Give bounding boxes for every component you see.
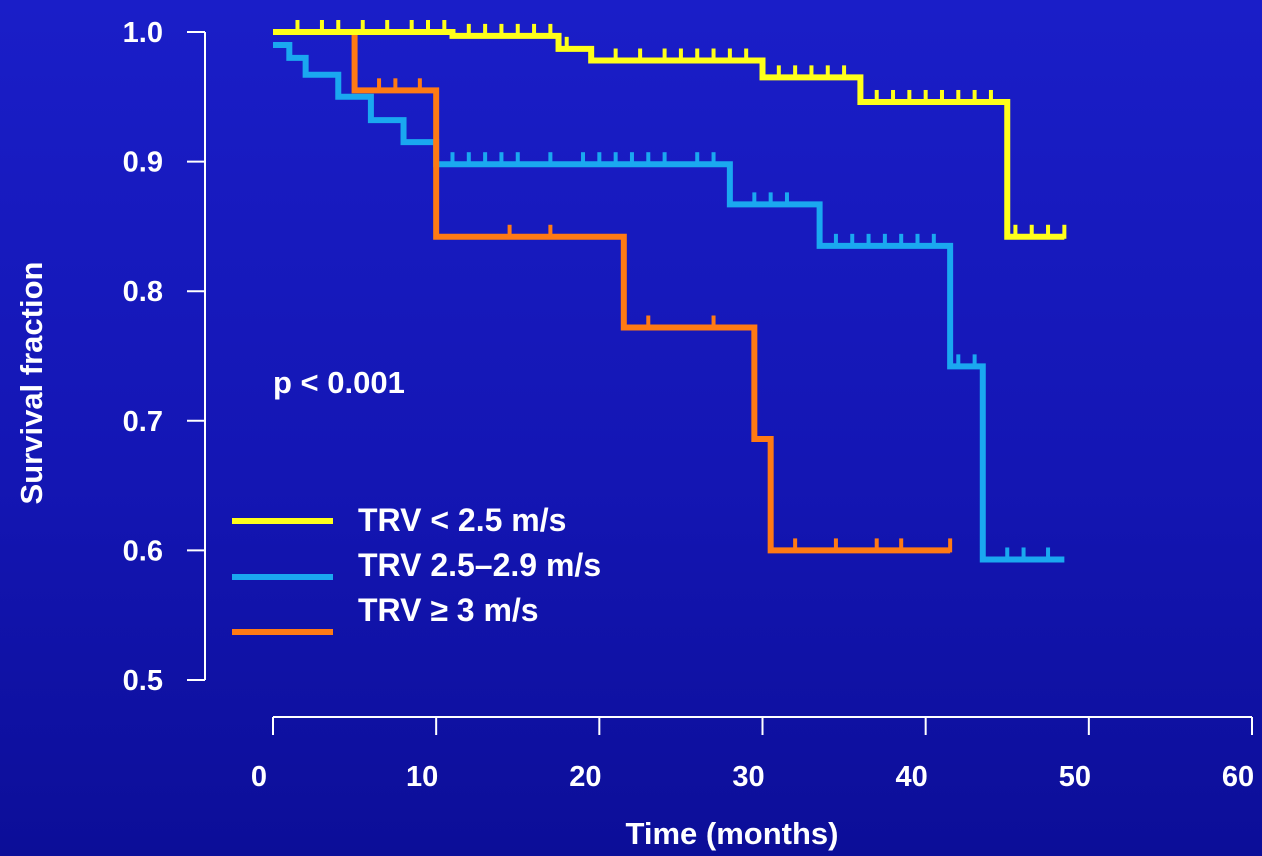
legend-item: TRV < 2.5 m/s <box>232 502 566 538</box>
x-tick-label: 0 <box>251 761 267 793</box>
survival-curve <box>273 29 951 554</box>
legend-item: TRV 2.5–2.9 m/s <box>232 547 601 583</box>
x-tick-label: 60 <box>1222 761 1254 793</box>
legend-label: TRV 2.5–2.9 m/s <box>358 547 601 583</box>
x-tick-label: 30 <box>732 761 764 793</box>
y-tick-label: 0.6 <box>123 535 163 567</box>
x-tick-label: 40 <box>896 761 928 793</box>
y-tick-label: 0.7 <box>123 406 163 438</box>
legend-label: TRV < 2.5 m/s <box>358 502 566 538</box>
series-trv-3-or-more <box>273 29 953 554</box>
y-axis: 0.5 0.6 0.7 0.8 0.9 1.0 <box>123 17 206 697</box>
x-tick-label: 10 <box>406 761 438 793</box>
x-ticks: 0 10 20 30 40 50 60 <box>251 717 1254 793</box>
y-axis-title: Survival fraction <box>14 262 49 505</box>
y-ticks: 0.5 0.6 0.7 0.8 0.9 1.0 <box>123 17 205 697</box>
legend-label: TRV ≥ 3 m/s <box>358 592 539 628</box>
x-tick-label: 20 <box>569 761 601 793</box>
legend: TRV < 2.5 m/s TRV 2.5–2.9 m/s TRV ≥ 3 m/s <box>232 502 601 635</box>
y-tick-label: 1.0 <box>123 17 163 49</box>
survival-curves <box>273 20 1067 563</box>
y-tick-label: 0.5 <box>123 665 163 697</box>
series-trv-under-2-5 <box>273 20 1067 240</box>
x-axis-title: Time (months) <box>626 816 839 851</box>
y-tick-label: 0.8 <box>123 276 163 308</box>
series-trv-2-5-to-2-9 <box>273 41 1065 563</box>
x-axis: 0 10 20 30 40 50 60 <box>251 716 1254 793</box>
x-tick-label: 50 <box>1059 761 1091 793</box>
y-tick-label: 0.9 <box>123 147 163 179</box>
survival-curve <box>273 41 1065 563</box>
legend-item: TRV ≥ 3 m/s <box>232 592 539 635</box>
p-value-annotation: p < 0.001 <box>273 365 405 400</box>
survival-curve <box>273 29 1065 240</box>
